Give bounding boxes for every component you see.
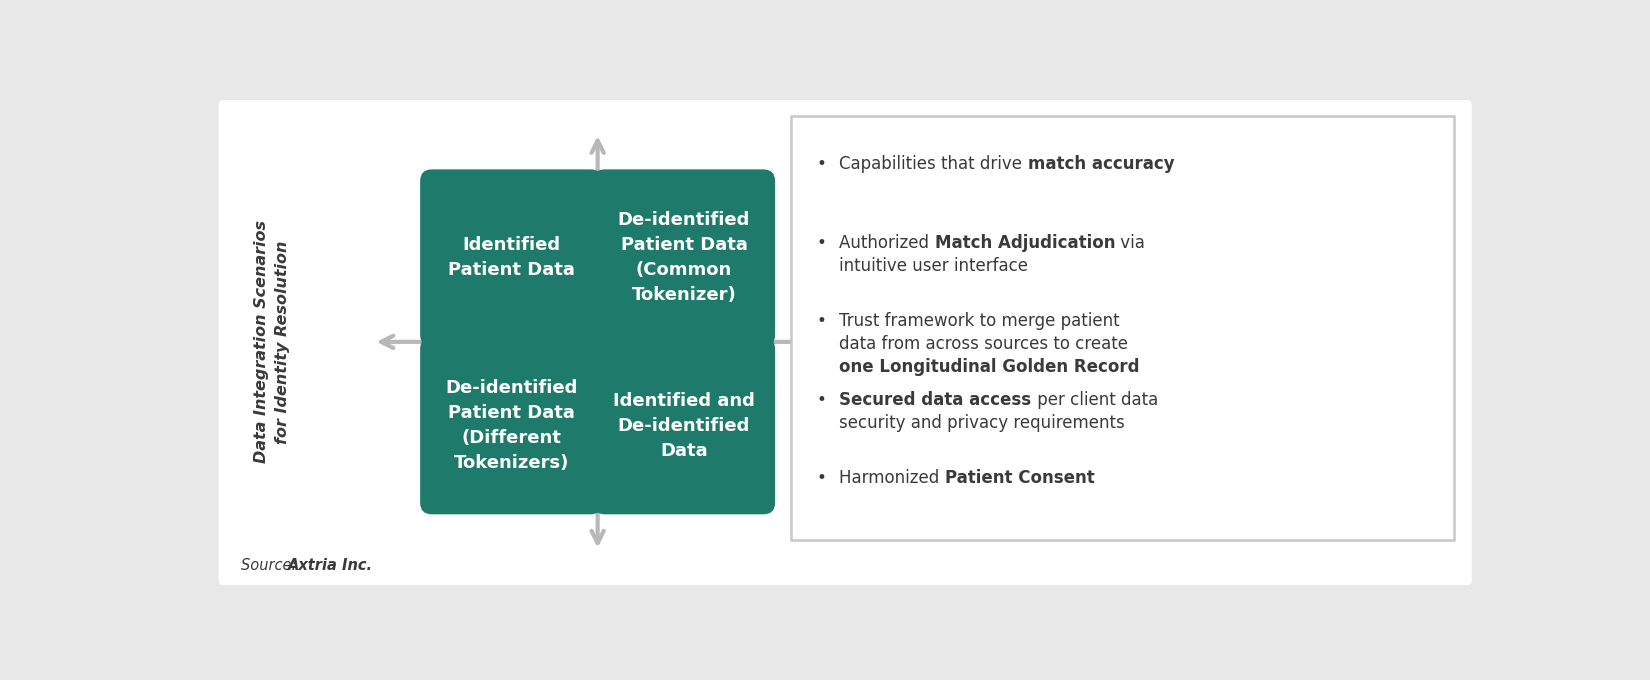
Text: security and privacy requirements: security and privacy requirements: [840, 413, 1125, 432]
Text: Source:: Source:: [241, 558, 300, 573]
Text: Match Adjudication: Match Adjudication: [934, 233, 1115, 252]
Text: intuitive user interface: intuitive user interface: [840, 256, 1028, 275]
Text: Identified and
De-identified
Data: Identified and De-identified Data: [614, 392, 756, 460]
Text: Secured data access: Secured data access: [840, 390, 1031, 409]
Text: Capabilities that drive: Capabilities that drive: [840, 155, 1028, 173]
Text: Authorized: Authorized: [840, 233, 934, 252]
Text: •: •: [817, 312, 827, 330]
FancyBboxPatch shape: [421, 337, 602, 514]
Text: Patient Consent: Patient Consent: [945, 469, 1094, 487]
Text: Identified
Patient Data: Identified Patient Data: [447, 237, 574, 279]
Text: Axtria Inc.: Axtria Inc.: [287, 558, 373, 573]
FancyBboxPatch shape: [792, 116, 1454, 540]
Text: De-identified
Patient Data
(Common
Tokenizer): De-identified Patient Data (Common Token…: [617, 211, 751, 305]
FancyBboxPatch shape: [421, 169, 602, 347]
Text: via: via: [1115, 233, 1145, 252]
Text: Data Integration Scenarios
for Identity Resolution: Data Integration Scenarios for Identity …: [254, 220, 290, 463]
Text: Harmonized: Harmonized: [840, 469, 945, 487]
Text: •: •: [817, 233, 827, 252]
Text: one Longitudinal Golden Record: one Longitudinal Golden Record: [840, 358, 1140, 376]
Text: per client data: per client data: [1031, 390, 1158, 409]
FancyBboxPatch shape: [219, 100, 1472, 585]
FancyBboxPatch shape: [592, 169, 776, 347]
Text: match accuracy: match accuracy: [1028, 155, 1175, 173]
Text: Trust framework to merge patient: Trust framework to merge patient: [840, 312, 1120, 330]
Text: •: •: [817, 469, 827, 487]
Text: •: •: [817, 390, 827, 409]
Text: De-identified
Patient Data
(Different
Tokenizers): De-identified Patient Data (Different To…: [446, 379, 578, 473]
FancyBboxPatch shape: [592, 337, 776, 514]
Text: data from across sources to create: data from across sources to create: [840, 335, 1129, 353]
Text: •: •: [817, 155, 827, 173]
